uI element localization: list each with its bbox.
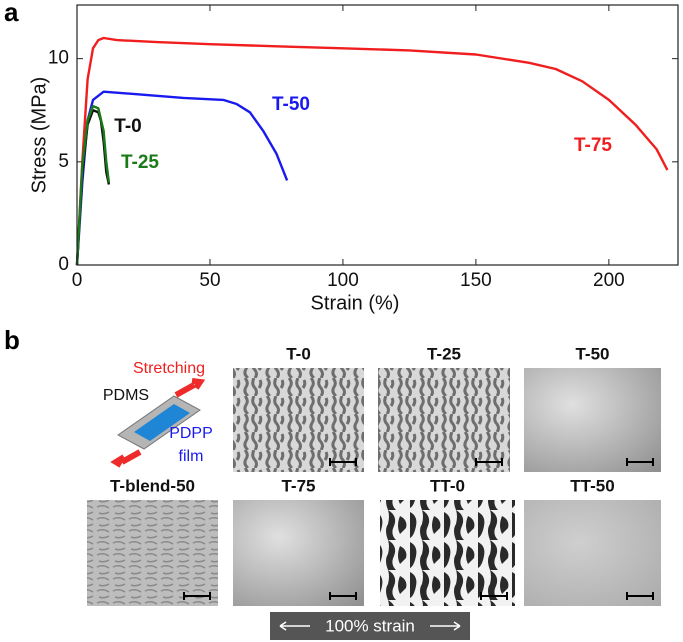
stretching-label: Stretching — [133, 360, 205, 377]
y-axis-label: Stress (MPa) — [28, 77, 50, 194]
pdms-label: PDMS — [103, 387, 149, 404]
image-title: TT-0 — [430, 476, 465, 495]
image-title: T-25 — [427, 344, 461, 363]
series-label: T-0 — [114, 116, 141, 137]
micrograph — [380, 500, 515, 606]
series-line — [75, 104, 111, 266]
film-label: PDPP — [169, 425, 213, 442]
micrograph — [524, 500, 661, 606]
image-title: T-0 — [286, 344, 311, 363]
series-line — [75, 36, 669, 266]
scale-bar — [329, 458, 357, 466]
panel-label: a — [4, 0, 19, 27]
micrograph — [87, 500, 218, 606]
panel-label: b — [4, 325, 20, 355]
x-tick-label: 100 — [327, 270, 359, 291]
scale-bar — [626, 592, 654, 600]
image-title: TT-50 — [570, 476, 614, 495]
scale-bar — [183, 592, 211, 600]
y-tick-label: 5 — [58, 151, 69, 172]
x-tick-label: 0 — [72, 270, 83, 291]
film-label: film — [179, 448, 204, 465]
micrograph — [524, 368, 661, 472]
images: T-0 T-25 T-50 T-blend-50 T-75 TT-0 TT-50 — [87, 344, 661, 606]
plot-frame — [76, 4, 679, 266]
x-tick-label: 150 — [460, 270, 492, 291]
x-axis-label: Strain (%) — [311, 292, 400, 314]
x-tick-label: 50 — [199, 270, 220, 291]
series-label: T-25 — [121, 152, 159, 173]
plot: 0 50 100 150 200 0 5 10 T-75 T-50 T-0 T-25 — [48, 5, 678, 291]
image-title: T-blend-50 — [110, 476, 195, 495]
scale-bar — [329, 592, 357, 600]
x-tick-label: 200 — [593, 270, 625, 291]
micrograph — [233, 500, 364, 606]
series-label: T-75 — [574, 135, 612, 156]
scale-bar — [480, 592, 508, 600]
scale-bar — [475, 458, 503, 466]
image-title: T-50 — [575, 344, 609, 363]
y-tick-label: 10 — [48, 48, 69, 69]
image-title: T-75 — [281, 476, 315, 495]
micrograph — [378, 368, 510, 472]
scale-label: 100% strain — [325, 616, 415, 635]
scale-bar — [626, 458, 654, 466]
scale-indicator: 100% strain — [270, 612, 470, 640]
series-label: T-50 — [272, 94, 310, 115]
schematic: Stretching PDMS PDPP film — [103, 360, 213, 468]
micrograph — [233, 368, 364, 472]
y-tick-label: 0 — [58, 254, 69, 275]
